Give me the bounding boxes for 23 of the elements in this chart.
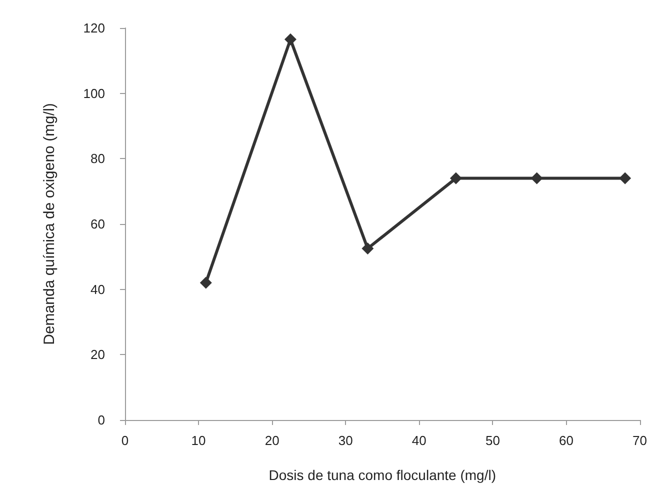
x-tick-label: 30	[338, 433, 353, 448]
y-tick-label: 120	[83, 20, 105, 36]
point	[450, 172, 462, 184]
x-tick-label: 50	[485, 433, 500, 448]
y-tick-label: 20	[90, 347, 105, 362]
x-tick-label: 10	[191, 433, 206, 448]
y-axis-title: Demanda química de oxigeno (mg/l)	[41, 103, 58, 345]
x-tick-label: 0	[121, 433, 129, 448]
y-tick-label: 100	[83, 86, 105, 101]
y-tick-label: 60	[90, 216, 105, 232]
point	[530, 172, 543, 184]
y-tick-label: 40	[90, 282, 105, 297]
x-tick-label: 60	[558, 433, 574, 448]
x-tick-label: 70	[632, 433, 648, 448]
y-tick-label: 0	[98, 412, 105, 428]
y-tick-label: 80	[90, 151, 105, 166]
point	[619, 172, 632, 184]
point	[284, 33, 296, 46]
x-tick-label: 20	[264, 433, 280, 448]
point	[362, 242, 374, 254]
point	[200, 276, 212, 289]
x-tick-label: 40	[412, 433, 426, 448]
x-axis-title: Dosis de tuna como floculante (mg/l)	[268, 467, 496, 483]
